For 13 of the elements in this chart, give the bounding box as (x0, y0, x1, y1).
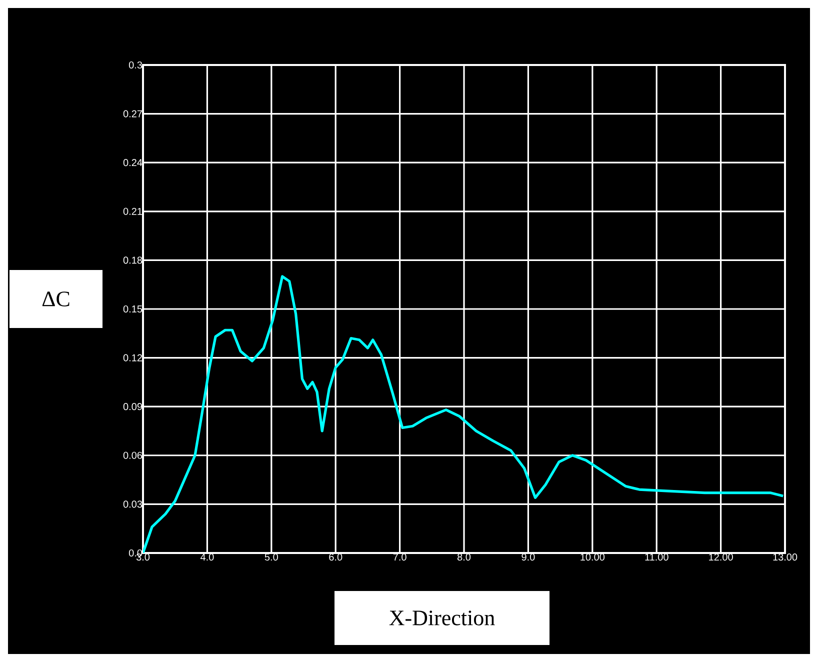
y-tick-label: 0.18 (123, 256, 142, 264)
y-tick-label: 0.3 (128, 61, 142, 69)
y-axis-title: ΔC (42, 292, 70, 306)
y-tick-label: 0.15 (123, 305, 142, 313)
y-tick-label: 0.27 (123, 110, 142, 118)
y-tick-label: 0.06 (123, 452, 142, 459)
y-tick-label: 0.12 (123, 354, 142, 362)
x-tick-label: 13.00 (773, 554, 798, 561)
y-tick-label: 0.03 (123, 500, 142, 508)
y-tick-label: 0.21 (123, 208, 142, 215)
y-tick-label: 0.09 (123, 403, 142, 410)
x-axis-title: X-Direction (389, 610, 495, 626)
y-tick-label: 0.24 (123, 159, 142, 166)
